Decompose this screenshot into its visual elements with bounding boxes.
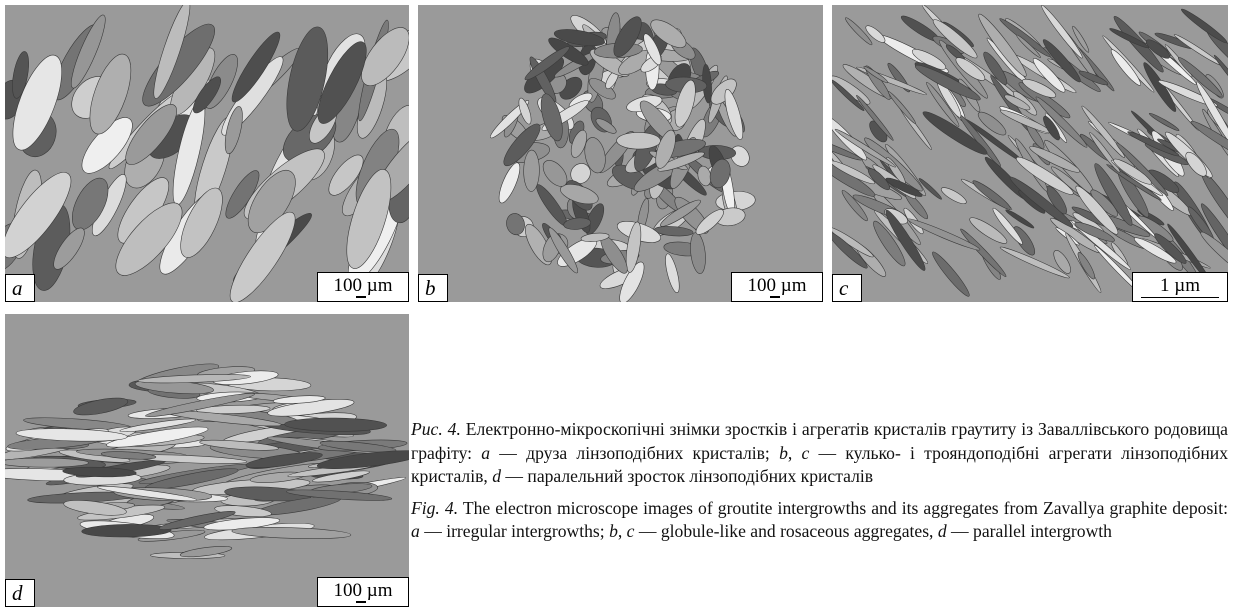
panel-label: b: [418, 274, 448, 302]
crystal-plate: [887, 90, 917, 125]
scale-box: 100 µm: [317, 577, 409, 607]
sem-image: c 1 µm: [832, 5, 1228, 302]
panel-label: c: [832, 274, 862, 302]
scale-box: 100 µm: [731, 272, 823, 302]
scale-text: 100 µm: [748, 275, 807, 296]
sem-image: a 100 µm: [5, 5, 409, 302]
crystal-texture: [5, 5, 409, 302]
caption-run: — друза лінзоподібних кристалів;: [490, 443, 779, 463]
crystal-plate: [72, 395, 129, 419]
caption-run: b: [779, 443, 788, 463]
scale-bar: [356, 296, 366, 298]
scale-bar: [356, 601, 366, 603]
sem-image: b 100 µm: [418, 5, 823, 302]
crystal-plate: [1075, 251, 1097, 281]
crystal-texture: [418, 5, 823, 302]
caption-run: — parallel intergrowth: [947, 521, 1112, 541]
caption-en: Fig. 4. The electron microscope images o…: [411, 497, 1228, 544]
caption-run: — паралельний зросток лінзоподібних крис…: [501, 466, 873, 486]
crystal-plate: [617, 132, 661, 149]
crystal-plate: [1108, 47, 1143, 88]
scale-box: 100 µm: [317, 272, 409, 302]
caption-ua: Рис. 4. Електронно-мікроскопічні знімки …: [411, 418, 1228, 489]
scale-bar: [770, 296, 780, 298]
crystal-plate: [929, 249, 972, 299]
scale-bar: [1141, 297, 1219, 298]
caption-run: Fig. 4.: [411, 498, 458, 518]
crystal-plate: [689, 232, 708, 275]
scale-text: 100 µm: [334, 580, 393, 601]
caption-run: The electron microscope images of grouti…: [458, 498, 1228, 518]
caption-run: — globule-like and rosaceous aggregates,: [634, 521, 937, 541]
caption-run: d: [492, 466, 501, 486]
crystal-plate: [1179, 6, 1228, 45]
scale-text: 100 µm: [334, 275, 393, 296]
crystal-plate: [663, 253, 682, 294]
crystal-plate: [495, 160, 524, 205]
crystal-plate: [523, 150, 539, 192]
caption-run: ,: [618, 521, 627, 541]
crystal-texture: [832, 5, 1228, 302]
crystal-texture: [5, 314, 409, 607]
panel-label: a: [5, 274, 35, 302]
caption-run: ,: [788, 443, 802, 463]
caption-run: a: [411, 521, 420, 541]
sem-image: d 100 µm: [5, 314, 409, 607]
panel-label: d: [5, 579, 35, 607]
scale-text: 1 µm: [1160, 275, 1200, 296]
caption-run: b: [609, 521, 618, 541]
caption-run: — irregular intergrowths;: [420, 521, 609, 541]
crystal-plate: [939, 185, 968, 207]
caption-run: a: [481, 443, 490, 463]
scale-box: 1 µm: [1132, 272, 1228, 302]
page: a 100 µm b 100 µm c 1 µm d 100 µm Рис. 4…: [0, 0, 1233, 612]
figure-caption: Рис. 4. Електронно-мікроскопічні знімки …: [411, 418, 1228, 552]
caption-run: d: [938, 521, 947, 541]
caption-run: Рис. 4.: [411, 419, 461, 439]
